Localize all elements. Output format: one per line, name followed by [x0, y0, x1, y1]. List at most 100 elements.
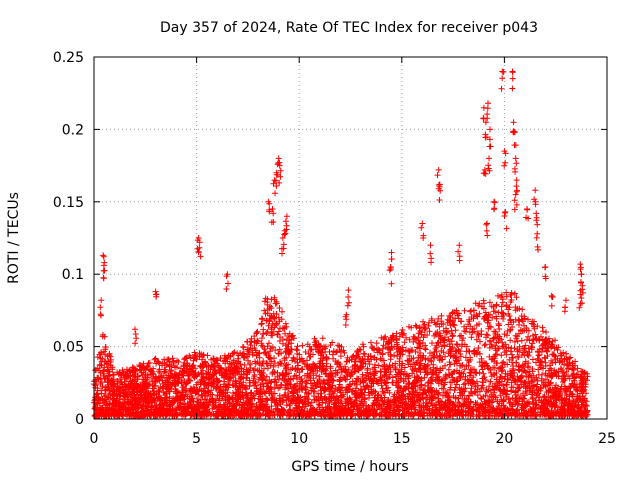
data-point: [486, 299, 493, 306]
data-point: [438, 312, 445, 319]
data-point: [372, 361, 378, 368]
data-point: [508, 351, 515, 358]
data-point: [410, 355, 417, 362]
data-point: [132, 409, 139, 416]
data-point: [119, 367, 126, 374]
data-point: [451, 406, 458, 413]
data-point: [394, 404, 401, 411]
data-point: [569, 391, 576, 398]
data-point: [539, 324, 546, 331]
data-point: [498, 352, 505, 359]
data-point: [393, 330, 400, 337]
data-point: [280, 340, 286, 347]
data-point: [522, 342, 529, 349]
data-point: [391, 352, 398, 359]
data-point: [412, 348, 419, 355]
data-point: [389, 379, 396, 386]
data-point: [534, 381, 541, 388]
data-point: [476, 310, 483, 317]
data-point: [465, 321, 472, 328]
data-point: [270, 390, 277, 397]
data-point: [146, 359, 153, 366]
data-point: [448, 348, 455, 355]
data-point: [331, 388, 338, 395]
data-point: [334, 370, 341, 377]
data-point: [567, 354, 574, 361]
data-point: [338, 343, 345, 350]
data-point: [483, 331, 490, 338]
data-point: [269, 394, 276, 401]
data-point: [510, 363, 516, 369]
data-point: [521, 379, 528, 386]
data-point: [525, 333, 532, 340]
data-point: [260, 383, 267, 390]
data-point: [404, 357, 411, 364]
data-point: [378, 382, 385, 389]
data-point: [473, 313, 480, 320]
data-point: [435, 339, 442, 346]
data-point: [260, 358, 267, 365]
data-point: [424, 380, 431, 386]
data-point: [450, 413, 456, 419]
data-point: [299, 342, 306, 349]
data-point: [448, 407, 455, 413]
data-point: [432, 321, 439, 328]
data-point: [269, 370, 276, 377]
data-point: [264, 328, 271, 335]
data-point: [243, 375, 250, 382]
data-point: [109, 371, 116, 378]
data-point: [402, 401, 409, 408]
data-point: [487, 378, 494, 385]
data-point: [570, 382, 577, 389]
data-point: [159, 360, 166, 367]
data-point: [222, 373, 229, 380]
data-point: [277, 325, 283, 332]
data-point: [349, 387, 356, 394]
data-point: [525, 345, 532, 352]
data-point: [263, 380, 270, 387]
data-point: [493, 339, 500, 346]
data-point: [286, 402, 293, 409]
data-point: [511, 290, 518, 297]
data-point: [240, 344, 247, 351]
data-point: [414, 344, 421, 351]
data-point: [357, 346, 364, 353]
data-point: [459, 362, 466, 368]
data-point: [205, 362, 212, 369]
data-point: [359, 341, 366, 348]
data-point: [471, 325, 478, 332]
data-point: [542, 376, 549, 383]
data-point: [467, 308, 474, 315]
data-point: [319, 335, 326, 342]
data-point: [329, 339, 336, 346]
data-point: [513, 407, 520, 414]
data-point: [187, 398, 194, 405]
data-point: [555, 344, 562, 351]
data-point: [329, 389, 336, 396]
data-point: [479, 303, 485, 310]
data-point: [404, 406, 411, 413]
data-point: [417, 343, 424, 350]
data-point: [120, 396, 126, 403]
data-point: [368, 383, 375, 390]
data-point: [291, 373, 298, 379]
data-point: [412, 322, 419, 329]
data-point: [252, 382, 259, 389]
data-point: [181, 396, 188, 402]
data-point: [250, 375, 257, 382]
data-point: [504, 328, 511, 334]
data-point: [175, 358, 182, 365]
data-point: [265, 340, 272, 347]
data-point: [505, 321, 512, 328]
data-point: [473, 336, 480, 343]
data-point: [513, 294, 520, 301]
data-point: [361, 351, 368, 358]
data-point: [381, 335, 388, 341]
data-point: [357, 400, 364, 407]
data-point: [110, 372, 117, 378]
data-point: [392, 360, 399, 367]
data-point: [457, 353, 464, 360]
data-point: [337, 353, 344, 360]
data-point: [183, 387, 190, 394]
data-point: [432, 394, 439, 401]
